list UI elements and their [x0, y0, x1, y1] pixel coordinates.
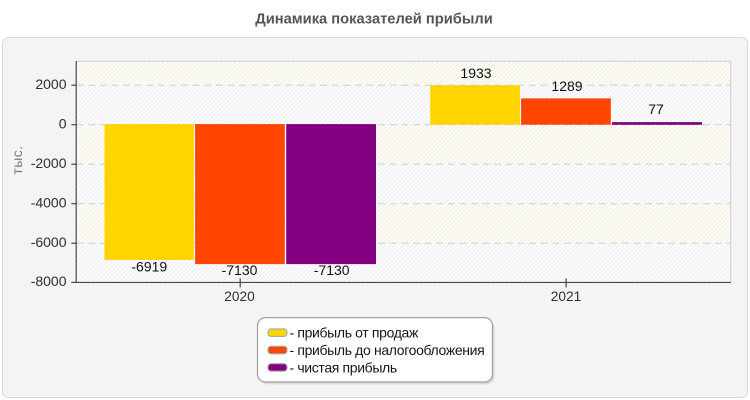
svg-text:2021: 2021 [551, 289, 581, 304]
svg-text:тыс.: тыс. [9, 145, 25, 174]
svg-text:- прибыль до налогообложения: - прибыль до налогообложения [290, 342, 485, 358]
svg-text:-8000: -8000 [31, 273, 67, 289]
svg-text:-6919: -6919 [131, 258, 167, 274]
svg-text:1933: 1933 [460, 65, 491, 81]
svg-text:-6000: -6000 [31, 234, 67, 250]
svg-text:- чистая прибыль: - чистая прибыль [290, 360, 397, 376]
svg-text:0: 0 [59, 116, 67, 132]
svg-text:Динамика показателей прибыли: Динамика показателей прибыли [255, 11, 492, 27]
svg-text:1289: 1289 [551, 78, 582, 94]
svg-text:-7130: -7130 [222, 262, 258, 278]
svg-text:77: 77 [648, 101, 664, 117]
svg-text:- прибыль от продаж: - прибыль от продаж [290, 325, 419, 341]
svg-text:-7130: -7130 [314, 262, 350, 278]
svg-text:2000: 2000 [35, 76, 66, 92]
svg-text:-4000: -4000 [31, 195, 67, 211]
svg-text:-2000: -2000 [31, 155, 67, 171]
svg-text:2020: 2020 [224, 289, 255, 304]
